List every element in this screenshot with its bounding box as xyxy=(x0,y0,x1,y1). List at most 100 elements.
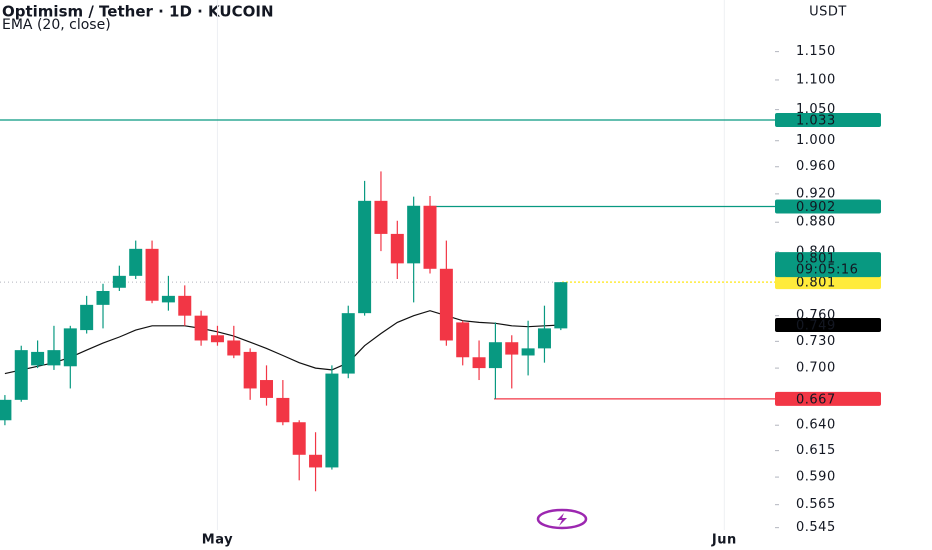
x-tick-label: May xyxy=(202,533,233,548)
level-label-box xyxy=(775,391,881,406)
candle-body xyxy=(145,248,159,301)
candle-body xyxy=(276,397,290,423)
y-tick-label: 0.615 xyxy=(796,443,836,458)
candle xyxy=(390,220,404,279)
candle xyxy=(47,325,61,370)
candle xyxy=(537,305,551,363)
candle xyxy=(178,285,192,326)
last-price-label: 0.801 xyxy=(796,252,836,267)
candle xyxy=(341,305,355,379)
lightning-icon[interactable] xyxy=(536,508,588,530)
candle-body xyxy=(456,322,470,358)
candle xyxy=(472,340,486,381)
level-label-box xyxy=(775,199,881,214)
candle xyxy=(505,335,519,389)
level-label: 0.902 xyxy=(796,200,836,215)
ema-label: 0.749 xyxy=(796,318,836,333)
candle xyxy=(488,322,502,399)
candle-body xyxy=(423,205,437,269)
y-tick-label: 0.590 xyxy=(796,470,836,485)
candle-body xyxy=(210,335,224,343)
candle xyxy=(129,240,143,279)
candle xyxy=(554,282,568,331)
candle-body xyxy=(292,422,306,455)
candle-body xyxy=(80,304,94,331)
candle xyxy=(63,325,77,389)
candle-body xyxy=(178,295,192,316)
candle xyxy=(80,295,94,334)
candle xyxy=(210,325,224,346)
icon-bolt xyxy=(557,513,567,526)
candle-body xyxy=(439,268,453,341)
y-tick-label: 1.150 xyxy=(796,44,836,59)
candle-body xyxy=(47,350,61,366)
candle-body xyxy=(243,351,257,389)
y-tick-label: 1.100 xyxy=(796,72,836,87)
candle-body xyxy=(227,340,241,356)
candle xyxy=(374,171,388,252)
candle xyxy=(112,265,126,291)
candle-body xyxy=(63,328,77,367)
candle-body xyxy=(31,351,45,366)
y-tick-label: 0.960 xyxy=(796,159,836,174)
level-label-box xyxy=(775,275,881,290)
candle-body xyxy=(407,205,421,264)
y-tick-label: 0.730 xyxy=(796,334,836,349)
candle-body xyxy=(325,373,339,468)
candle xyxy=(423,195,437,274)
y-tick-label: 0.545 xyxy=(796,520,836,535)
y-tick-label: 0.700 xyxy=(796,361,836,376)
candle-body xyxy=(472,357,486,369)
ema-line xyxy=(4,310,561,375)
candle-body xyxy=(96,290,110,305)
candle xyxy=(456,320,470,366)
candle-body xyxy=(488,342,502,369)
candle-body xyxy=(194,315,208,341)
candle xyxy=(439,240,453,346)
last-price-box xyxy=(775,252,881,278)
candle xyxy=(96,283,110,329)
candle xyxy=(260,365,274,406)
y-tick-label: 0.880 xyxy=(796,215,836,230)
candle-body xyxy=(341,313,355,374)
candle xyxy=(161,275,175,311)
candle-body xyxy=(390,233,404,264)
candle xyxy=(227,325,241,359)
candle-body xyxy=(358,200,372,314)
candle xyxy=(145,240,159,304)
icon-ring xyxy=(536,508,588,530)
candle-body xyxy=(161,295,175,303)
candle xyxy=(0,395,12,426)
y-tick-label: 0.640 xyxy=(796,418,836,433)
level-label-box xyxy=(775,113,881,128)
candle xyxy=(309,432,323,492)
candle-body xyxy=(112,275,126,288)
level-label: 1.033 xyxy=(796,114,836,129)
countdown-label: 09:05:16 xyxy=(796,263,858,278)
candle xyxy=(194,310,208,346)
y-axis-label: USDT xyxy=(809,5,847,20)
y-tick-label: 0.920 xyxy=(796,186,836,201)
level-label: 0.801 xyxy=(796,276,836,291)
level-label: 0.667 xyxy=(796,392,836,407)
chart-title: Optimism / Tether · 1D · KUCOIN xyxy=(2,3,274,21)
candle xyxy=(325,365,339,470)
x-tick-label: Jun xyxy=(711,533,737,548)
candle-body xyxy=(505,342,519,355)
candle-body xyxy=(0,399,12,421)
candle-body xyxy=(309,454,323,468)
candle xyxy=(292,420,306,481)
candle-body xyxy=(260,380,274,398)
candle-body xyxy=(129,248,143,276)
indicator-label: EMA (20, close) xyxy=(2,17,111,33)
candle xyxy=(407,196,421,303)
candle xyxy=(14,345,28,402)
candle-body xyxy=(537,328,551,349)
candle-body xyxy=(374,200,388,234)
candle-body xyxy=(14,350,28,400)
candle xyxy=(243,348,257,400)
candle xyxy=(276,380,290,426)
candle-body xyxy=(521,348,535,356)
